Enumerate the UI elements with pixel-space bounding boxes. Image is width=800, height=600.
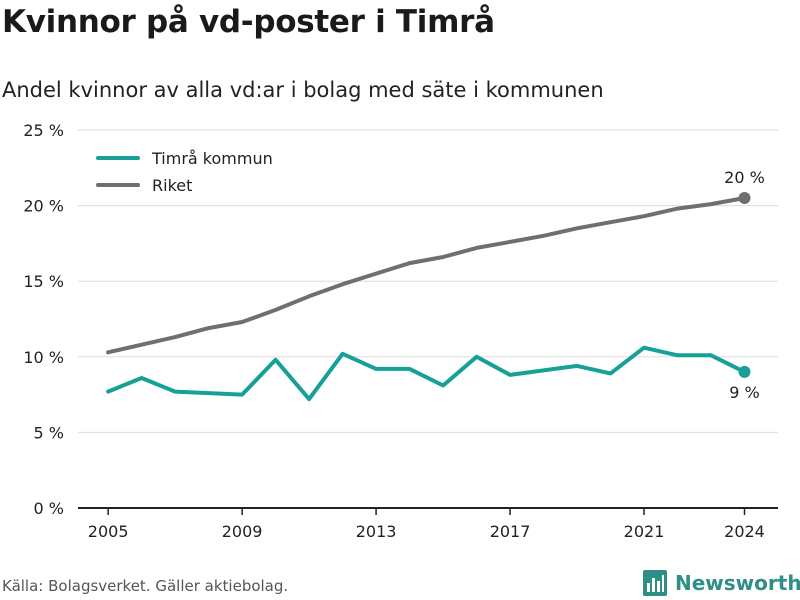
x-tick-label: 2021 bbox=[624, 522, 665, 541]
y-tick-label: 25 % bbox=[23, 121, 64, 140]
end-labels: 9 % 20 % bbox=[724, 168, 765, 402]
y-tick-label: 0 % bbox=[34, 499, 64, 518]
bar-chart-icon bbox=[643, 570, 667, 596]
grid-lines bbox=[78, 129, 778, 433]
y-tick-label: 5 % bbox=[34, 423, 64, 442]
x-tick-label: 2013 bbox=[356, 522, 397, 541]
chart-subtitle: Andel kvinnor av alla vd:ar i bolag med … bbox=[2, 78, 604, 102]
axes: 0 % 5 % 10 % 15 % 20 % 25 % 2005 2009 2013 2017 20… bbox=[23, 121, 778, 541]
series-line-timra bbox=[106, 345, 747, 402]
end-label-riket: 20 % bbox=[724, 168, 765, 187]
series-line-riket bbox=[106, 196, 747, 355]
x-tick-label: 2005 bbox=[88, 522, 129, 541]
end-marker-timra bbox=[738, 365, 751, 378]
x-tick-label: 2017 bbox=[490, 522, 531, 541]
series-lines bbox=[106, 192, 751, 402]
y-tick-label: 10 % bbox=[23, 348, 64, 367]
x-tick-label: 2009 bbox=[222, 522, 263, 541]
legend-label-timra: Timrå kommun bbox=[151, 149, 273, 168]
y-tick-label: 15 % bbox=[23, 272, 64, 291]
source-note: Källa: Bolagsverket. Gäller aktiebolag. bbox=[2, 577, 289, 595]
end-marker-riket bbox=[738, 192, 751, 205]
y-tick-label: 20 % bbox=[23, 197, 64, 216]
legend: Timrå kommun Riket bbox=[96, 149, 273, 195]
end-label-timra: 9 % bbox=[729, 383, 759, 402]
chart-title: Kvinnor på vd-poster i Timrå bbox=[2, 4, 495, 40]
brand-name: Newsworthy bbox=[675, 571, 800, 595]
x-tick-label: 2024 bbox=[724, 522, 765, 541]
legend-label-riket: Riket bbox=[152, 176, 192, 195]
brand-logo: Newsworthy bbox=[643, 570, 800, 596]
